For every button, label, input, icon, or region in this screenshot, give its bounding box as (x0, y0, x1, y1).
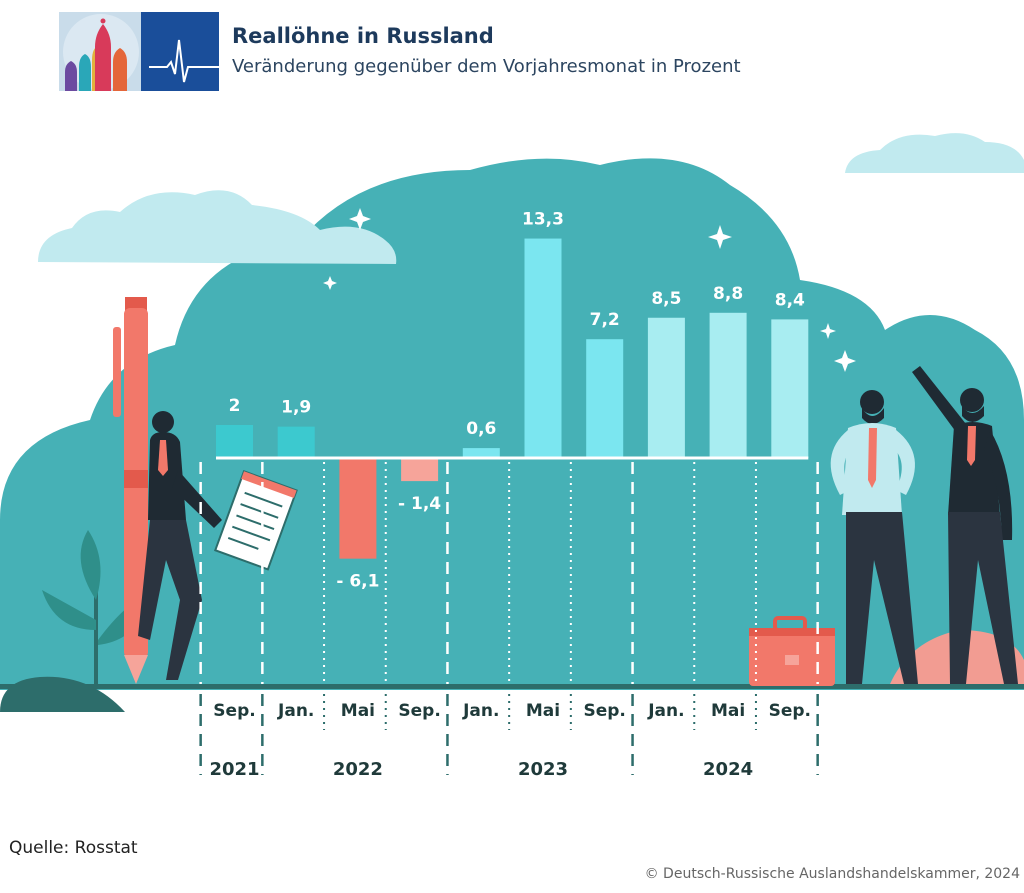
bar (771, 319, 809, 458)
year-label: 2022 (333, 759, 383, 780)
data-label: 2 (229, 396, 241, 416)
copyright-note: © Deutsch-Russische Auslandshandelskamme… (644, 866, 1020, 882)
x-tick-label: Mai (341, 701, 375, 721)
data-label: - 1,4 (398, 494, 441, 514)
bar (339, 458, 377, 559)
cloud-left (38, 190, 397, 264)
sparkle-icons (323, 208, 856, 372)
x-tick-label: Sep. (583, 701, 625, 721)
bar (277, 426, 315, 458)
ground-line (0, 684, 1024, 689)
data-label: 8,5 (651, 289, 681, 309)
data-label: 8,8 (713, 284, 743, 304)
year-label: 2023 (518, 759, 568, 780)
data-label: 1,9 (281, 398, 311, 418)
man-with-clipboard-figure (138, 411, 298, 680)
pen-icon (113, 297, 148, 684)
data-label: 0,6 (466, 419, 496, 439)
bar (647, 317, 685, 458)
briefcase-icon (749, 616, 835, 686)
businessman-figure-left (830, 390, 918, 684)
x-tick-label: Sep. (769, 701, 811, 721)
bar (216, 425, 253, 458)
businessman-figure-right (912, 366, 1018, 684)
source-note: Quelle: Rosstat (9, 838, 138, 858)
bar (401, 458, 439, 482)
chart-title: Reallöhne in Russland (232, 24, 494, 48)
x-tick-label: Sep. (398, 701, 440, 721)
real-wages-bar-chart: 2 Sep. 1,9 Jan. - 6,1 Mai - 1,4 Sep. 0,6 Jan. 13,3… (199, 210, 819, 780)
x-tick-label: Jan. (647, 701, 684, 721)
cloud-right (845, 133, 1024, 173)
chart-subtitle: Veränderung gegenüber dem Vorjahresmonat… (232, 56, 741, 77)
year-label: 2021 (209, 759, 259, 780)
bar (524, 238, 562, 458)
bar (586, 339, 624, 458)
ahk-russland-logo (59, 12, 219, 91)
data-label: 8,4 (775, 290, 805, 310)
year-label: 2024 (703, 759, 753, 780)
bar (709, 312, 747, 458)
x-tick-label: Mai (526, 701, 560, 721)
x-tick-label: Jan. (462, 701, 499, 721)
data-label: - 6,1 (336, 572, 379, 592)
x-tick-label: Sep. (213, 701, 255, 721)
x-tick-label: Jan. (277, 701, 314, 721)
ground-mound (0, 676, 125, 712)
data-label: 13,3 (522, 210, 564, 230)
x-tick-label: Mai (711, 701, 745, 721)
bar (462, 448, 500, 458)
data-label: 7,2 (590, 310, 620, 330)
